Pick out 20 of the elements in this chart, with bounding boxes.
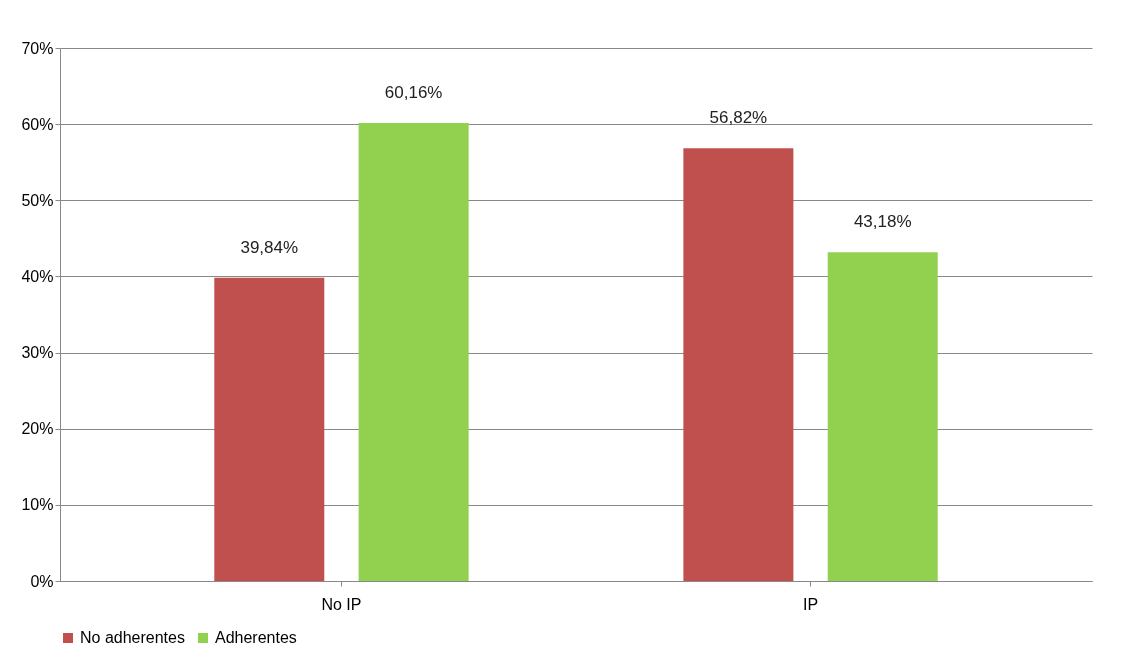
bar: [827, 252, 938, 581]
data-label: 56,82%: [709, 108, 768, 128]
y-tick-label: 40%: [21, 267, 54, 285]
bar: [214, 277, 325, 581]
legend-label: No adherentes: [80, 629, 185, 646]
y-tick-label: 10%: [21, 496, 54, 514]
x-tick-label: IP: [802, 595, 819, 613]
y-tick-label: 60%: [21, 115, 54, 133]
y-tick-label: 70%: [21, 39, 54, 57]
legend-label: Adherentes: [215, 629, 297, 646]
data-label: 43,18%: [853, 212, 912, 232]
bar: [683, 148, 794, 581]
data-label: 60,16%: [384, 82, 443, 102]
y-tick-label: 30%: [21, 344, 54, 362]
y-tick-label: 20%: [21, 420, 54, 438]
bar: [358, 122, 469, 581]
x-tick-label: No IP: [321, 595, 362, 613]
y-tick-label: 50%: [21, 191, 54, 209]
y-tick-label: 0%: [30, 572, 54, 590]
data-label: 39,84%: [240, 237, 299, 257]
